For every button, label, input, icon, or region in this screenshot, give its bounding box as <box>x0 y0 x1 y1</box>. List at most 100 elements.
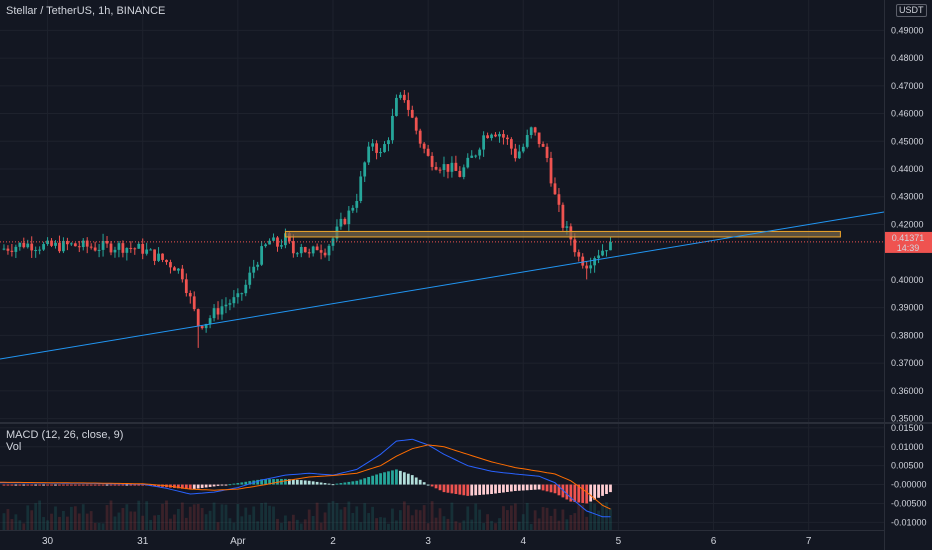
macd-histogram-bar <box>129 484 133 486</box>
volume-bar <box>109 500 113 530</box>
macd-histogram-bar <box>498 484 501 493</box>
candle-body <box>557 194 561 205</box>
volume-bar <box>494 523 497 530</box>
volume-bar <box>77 513 81 530</box>
volume-bar <box>581 504 585 530</box>
macd-histogram-bar <box>42 484 45 486</box>
candle-body <box>383 144 386 153</box>
volume-bar <box>379 517 382 530</box>
candle-body <box>66 240 69 245</box>
macd-histogram-bar <box>367 477 371 485</box>
volume-bar <box>291 514 295 530</box>
volume-bar <box>561 509 565 530</box>
candle-body <box>537 132 541 144</box>
price-axis-tick-label: 0.47000 <box>891 81 924 91</box>
currency-label[interactable]: USDT <box>896 4 927 17</box>
candle-body <box>54 242 57 246</box>
volume-bar <box>14 514 18 530</box>
volume-bar <box>482 523 486 530</box>
price-badge-price: 0.41371 <box>892 233 925 243</box>
candle-body <box>398 94 402 98</box>
candle-body <box>30 243 34 251</box>
macd-histogram-bar <box>494 484 497 494</box>
macd-histogram-bar <box>315 481 319 485</box>
candle-body <box>450 162 454 172</box>
macd-histogram-bar <box>327 483 331 485</box>
volume-bar <box>73 506 77 530</box>
candle-body <box>89 246 93 248</box>
volume-bar <box>204 514 208 530</box>
volume-bar <box>180 502 184 530</box>
macd-histogram-bar <box>430 484 434 487</box>
time-axis-tick-label: 7 <box>806 536 812 547</box>
volume-bar <box>62 510 65 530</box>
candle-body <box>363 162 367 177</box>
macd-histogram-bar <box>323 483 327 485</box>
macd-histogram-bar <box>351 481 355 485</box>
volume-bar <box>537 518 541 530</box>
candle-body <box>141 243 145 254</box>
volume-bar <box>406 505 410 530</box>
volume-bar <box>10 519 14 530</box>
volume-bar <box>426 523 430 530</box>
candle-body <box>220 306 224 315</box>
volume-bar <box>502 506 505 530</box>
candle-body <box>69 243 73 245</box>
volume-bar <box>212 502 216 530</box>
macd-histogram-bar <box>525 484 529 491</box>
volume-bar <box>69 506 73 530</box>
macd-histogram-bar <box>355 480 359 485</box>
volume-bar <box>577 504 581 530</box>
candle-body <box>157 253 160 261</box>
volume-bar <box>347 501 351 530</box>
macd-histogram-bar <box>537 484 541 490</box>
macd-histogram-bar <box>232 483 236 485</box>
volume-bar <box>216 522 220 530</box>
candle-body <box>216 308 220 315</box>
candle-body <box>597 255 600 259</box>
volume-bar <box>573 513 577 530</box>
volume-bar <box>383 517 386 530</box>
macd-histogram-bar <box>565 484 569 500</box>
candle-body <box>375 143 378 153</box>
macd-histogram-bar <box>264 479 267 485</box>
volume-bar <box>161 503 164 530</box>
volume-bar <box>22 523 26 530</box>
macd-histogram-bar <box>545 484 549 492</box>
volume-bar <box>450 502 454 530</box>
macd-histogram-bar <box>22 484 26 486</box>
candle-body <box>46 240 49 245</box>
macd-histogram-bar <box>50 484 53 486</box>
volume-bar <box>252 506 256 530</box>
volume-bar <box>295 519 299 530</box>
volume-bar <box>398 510 402 530</box>
macd-histogram-bar <box>303 480 307 485</box>
macd-histogram-bar <box>450 484 454 494</box>
volume-bar <box>506 510 509 530</box>
candle-body <box>284 233 287 246</box>
macd-histogram-bar <box>426 484 430 486</box>
volume-bar <box>173 514 176 530</box>
candle-body <box>601 250 604 256</box>
macd-histogram-bar <box>109 484 113 486</box>
price-axis-tick-label: 0.48000 <box>891 53 924 63</box>
macd-histogram-bar <box>248 481 252 485</box>
candle-body <box>26 243 30 248</box>
macd-histogram-bar <box>517 484 521 491</box>
candle-body <box>446 164 450 172</box>
macd-histogram-bar <box>180 484 184 489</box>
volume-bar <box>192 504 196 530</box>
macd-histogram-bar <box>446 484 450 493</box>
volume-bar <box>355 506 359 530</box>
volume-bar <box>97 523 101 530</box>
macd-histogram-bar <box>470 484 474 496</box>
candle-body <box>121 243 125 253</box>
macd-histogram-bar <box>577 484 581 503</box>
macd-histogram-bar <box>402 472 406 485</box>
macd-histogram-bar <box>220 484 224 486</box>
macd-histogram-bar <box>478 484 482 495</box>
candle-body <box>38 249 42 251</box>
price-axis-tick-label: 0.44000 <box>891 164 924 174</box>
volume-bar <box>81 504 85 530</box>
